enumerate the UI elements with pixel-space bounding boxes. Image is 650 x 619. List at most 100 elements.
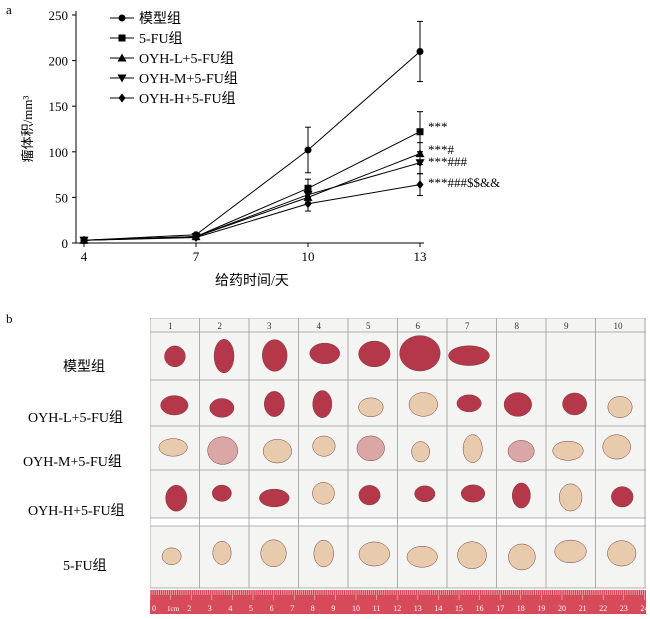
tumor-specimen [262,439,292,464]
tumor-specimen [456,394,482,413]
column-number: 9 [564,321,569,331]
column-number: 4 [317,321,322,331]
chart-legend: 模型组 5-FU组 OYH-L+5-FU组 OYH-M+5-FU组 OYH-H+5-FU… [110,11,238,107]
y-axis-label: 瘤体积/mm³ [20,96,35,163]
series-line [83,162,421,241]
legend-entry: OYH-H+5-FU组 [139,91,236,107]
ruler-number: 14 [434,604,442,613]
tumor-specimen [158,438,188,457]
tumor-specimen [212,484,232,502]
tumor-specimen [411,441,430,463]
ruler-number: 10 [352,604,360,613]
ruler-number: 6 [270,604,274,613]
data-point [304,146,312,154]
row-label-oyh-h: OYH-H+5-FU组 [28,504,125,519]
tumor-specimen [460,484,486,503]
panel-a-label: a [6,2,12,17]
ruler-number: 19 [537,604,545,613]
column-number: 10 [614,321,624,331]
tumor-specimen [562,392,587,416]
row-label-5fu: 5-FU组 [63,559,107,574]
tumor-specimen [207,436,238,465]
ruler-number: 22 [599,604,607,613]
tumor-specimen [264,391,285,417]
tumor-specimen [507,440,535,463]
x-tick-label: 10 [302,249,315,264]
ruler-number: 11 [373,604,381,613]
row-label-oyh-l: OYH-L+5-FU组 [28,411,123,426]
tumor-specimen [209,398,235,418]
tumor-specimen [358,485,381,506]
row-label-model: 模型组 [63,360,105,375]
data-point [80,235,88,245]
ruler-number: 7 [290,604,294,613]
legend-entry: 模型组 [139,11,181,27]
y-tick-label: 150 [49,99,69,114]
data-point [303,191,313,200]
tumor-specimen [399,335,441,372]
tumor-specimen-photo: 1 2 3 4 5 6 7 8 9 10 1cm 0 2 3 4 5 6 7 8 9 10 11 12 13 14 15 16 17 1… [149,317,648,614]
legend-marker [117,53,127,62]
series-3: ***### [79,151,468,245]
tumor-specimen [260,539,287,567]
y-tick-label: 50 [55,190,68,205]
x-tick-label: 13 [414,249,427,264]
legend-marker [118,14,126,22]
ruler-number: 0 [152,604,156,613]
series-line [83,51,421,241]
tumor-specimen [358,397,384,417]
series-line [83,184,421,241]
ruler-number: 8 [311,604,315,613]
tumor-specimen [259,488,290,508]
significance-label: *** [428,119,448,134]
tumor-specimen [554,539,587,564]
legend-entry: OYH-M+5-FU组 [139,71,238,87]
tumor-specimen [408,392,438,417]
panel-b-label: b [6,311,13,326]
tumor-specimen [406,546,438,568]
tumor-specimen [356,435,385,462]
column-number: 6 [416,321,421,331]
significance-label: ***# [428,142,455,157]
ruler-unit-label: 1cm [167,605,180,613]
column-number: 2 [218,321,223,331]
tumor-specimen [160,395,189,416]
tumor-specimen [312,435,336,457]
chart-series-layer: *** ***#***### ***###$$&& [79,20,500,245]
tumor-specimen [358,340,391,368]
y-tick-label: 250 [49,8,69,23]
tumor-specimen [503,392,532,417]
ruler-number: 17 [496,604,504,613]
series-line [83,131,421,241]
data-point [416,128,424,136]
tumor-specimen [552,440,584,461]
significance-label: ***### [428,154,468,169]
x-tick-label: 7 [193,249,200,264]
ruler-number: 18 [517,604,525,613]
y-tick-label: 0 [62,236,69,251]
column-number: 5 [366,321,371,331]
tumor-specimen [512,482,531,509]
series-line [83,153,421,241]
series-4: ***###$$&& [80,173,500,245]
column-number: 7 [465,321,470,331]
column-number: 8 [515,321,520,331]
ruler-number: 12 [393,604,401,613]
y-tick-label: 100 [49,145,69,160]
x-axis-label: 给药时间/天 [215,273,289,289]
data-point [416,47,424,55]
series-2: ***# [79,142,455,244]
ruler-number: 3 [208,604,212,613]
data-point [192,233,200,243]
ruler-number: 21 [579,604,587,613]
tumor-specimen [213,338,235,374]
ruler-number: 20 [558,604,566,613]
tumor-specimen [462,434,483,463]
tumor-specimen [161,547,182,565]
tumor-specimen [358,541,390,567]
board-divider [150,518,646,526]
column-number: 1 [168,321,173,331]
ruler-number: 15 [455,604,463,613]
